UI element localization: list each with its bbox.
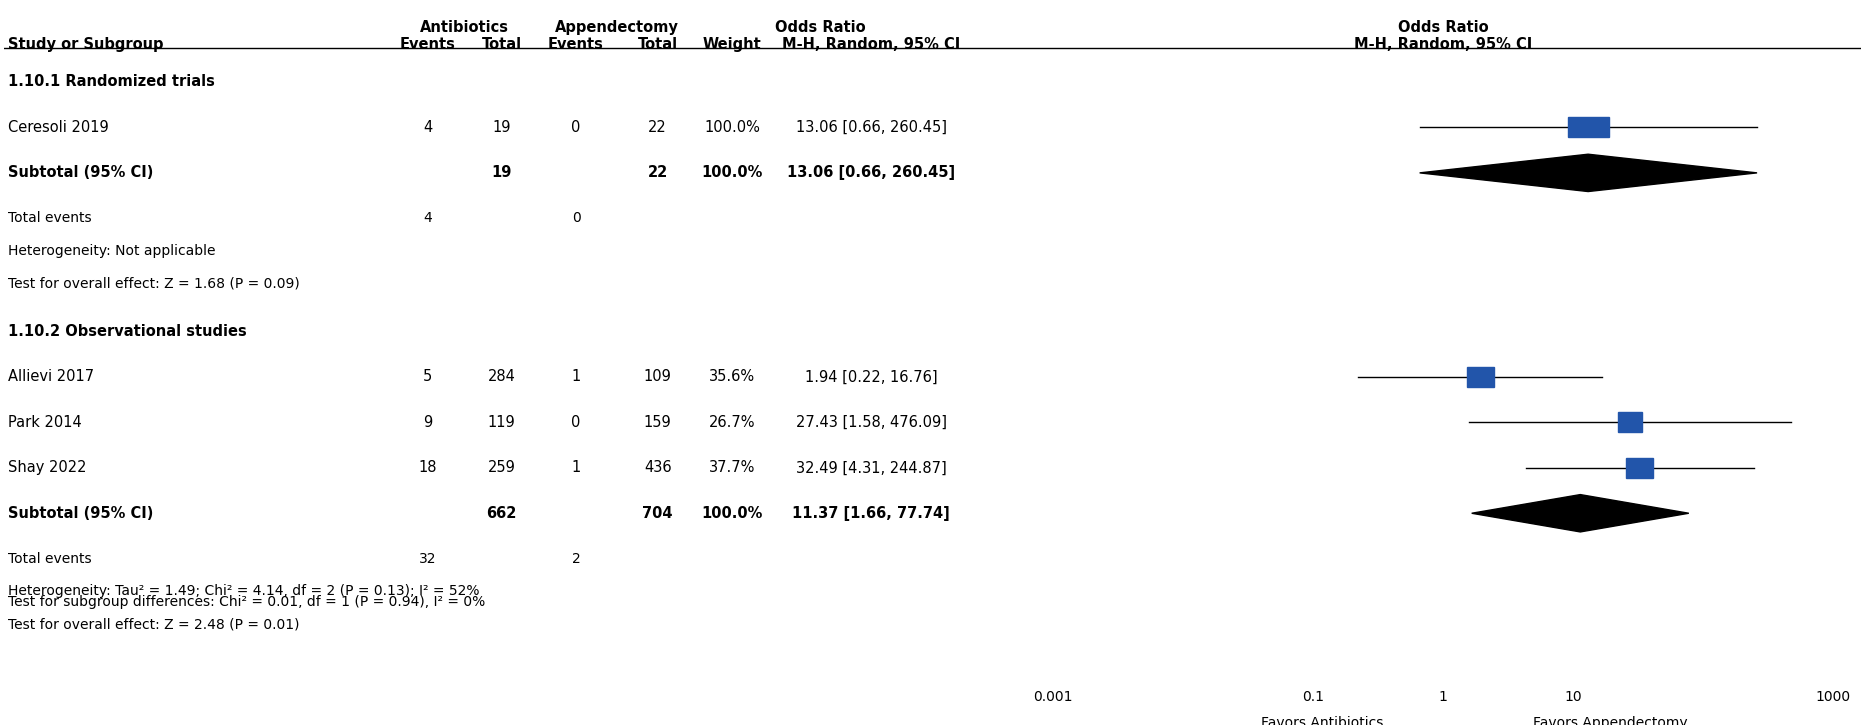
Text: Test for subgroup differences: Chi² = 0.01, df = 1 (P = 0.94), I² = 0%: Test for subgroup differences: Chi² = 0.… <box>7 594 485 609</box>
Text: 2: 2 <box>572 552 580 566</box>
Text: 0: 0 <box>572 211 580 225</box>
Text: 19: 19 <box>492 165 511 181</box>
Polygon shape <box>1419 154 1756 191</box>
Text: Test for overall effect: Z = 1.68 (P = 0.09): Test for overall effect: Z = 1.68 (P = 0… <box>7 277 300 291</box>
Text: 22: 22 <box>649 120 667 135</box>
Bar <box>1467 367 1493 387</box>
Text: 37.7%: 37.7% <box>708 460 755 476</box>
Text: 436: 436 <box>643 460 671 476</box>
Text: Antibiotics: Antibiotics <box>419 20 509 35</box>
Text: 35.6%: 35.6% <box>708 370 755 384</box>
Text: 27.43 [1.58, 476.09]: 27.43 [1.58, 476.09] <box>796 415 947 430</box>
Text: 26.7%: 26.7% <box>708 415 755 430</box>
Text: Events: Events <box>399 36 455 51</box>
Text: Total events: Total events <box>7 552 91 566</box>
Text: Favors Appendectomy: Favors Appendectomy <box>1532 716 1687 725</box>
Text: 100.0%: 100.0% <box>705 120 759 135</box>
Text: 109: 109 <box>643 370 671 384</box>
Text: Shay 2022: Shay 2022 <box>7 460 86 476</box>
Text: Favors Antibiotics: Favors Antibiotics <box>1260 716 1383 725</box>
Text: 704: 704 <box>641 506 673 521</box>
Bar <box>1616 413 1642 432</box>
Text: 10: 10 <box>1564 690 1581 704</box>
Text: Heterogeneity: Tau² = 1.49; Chi² = 4.14, df = 2 (P = 0.13); I² = 52%: Heterogeneity: Tau² = 1.49; Chi² = 4.14,… <box>7 584 479 598</box>
Text: Heterogeneity: Not applicable: Heterogeneity: Not applicable <box>7 244 214 258</box>
Text: 0: 0 <box>570 120 580 135</box>
Text: 32: 32 <box>419 552 436 566</box>
Text: 18: 18 <box>418 460 436 476</box>
Text: Subtotal (95% CI): Subtotal (95% CI) <box>7 165 153 181</box>
Text: Weight: Weight <box>703 36 761 51</box>
Bar <box>1625 458 1652 478</box>
Text: Odds Ratio: Odds Ratio <box>774 20 865 35</box>
Text: Park 2014: Park 2014 <box>7 415 82 430</box>
Text: Subtotal (95% CI): Subtotal (95% CI) <box>7 506 153 521</box>
Text: 0: 0 <box>570 415 580 430</box>
Text: 1.94 [0.22, 16.76]: 1.94 [0.22, 16.76] <box>805 370 938 384</box>
Text: 1: 1 <box>1437 690 1446 704</box>
Text: Odds Ratio: Odds Ratio <box>1396 20 1487 35</box>
Bar <box>1568 117 1607 138</box>
Text: 9: 9 <box>423 415 432 430</box>
Text: 4: 4 <box>423 120 432 135</box>
Text: Total events: Total events <box>7 211 91 225</box>
Text: M-H, Random, 95% CI: M-H, Random, 95% CI <box>781 36 960 51</box>
Text: 4: 4 <box>423 211 432 225</box>
Text: Appendectomy: Appendectomy <box>555 20 678 35</box>
Text: 13.06 [0.66, 260.45]: 13.06 [0.66, 260.45] <box>787 165 954 181</box>
Text: 1000: 1000 <box>1814 690 1849 704</box>
Text: 32.49 [4.31, 244.87]: 32.49 [4.31, 244.87] <box>796 460 947 476</box>
Polygon shape <box>1471 494 1689 532</box>
Text: Allievi 2017: Allievi 2017 <box>7 370 93 384</box>
Text: 13.06 [0.66, 260.45]: 13.06 [0.66, 260.45] <box>796 120 947 135</box>
Text: 1.10.2 Observational studies: 1.10.2 Observational studies <box>7 324 246 339</box>
Text: 100.0%: 100.0% <box>701 506 762 521</box>
Text: 1: 1 <box>570 460 580 476</box>
Text: 1.10.1 Randomized trials: 1.10.1 Randomized trials <box>7 75 214 89</box>
Text: M-H, Random, 95% CI: M-H, Random, 95% CI <box>1353 36 1532 51</box>
Text: 284: 284 <box>488 370 516 384</box>
Text: 0.001: 0.001 <box>1033 690 1072 704</box>
Text: 11.37 [1.66, 77.74]: 11.37 [1.66, 77.74] <box>792 506 949 521</box>
Text: 662: 662 <box>487 506 516 521</box>
Text: 159: 159 <box>643 415 671 430</box>
Text: Ceresoli 2019: Ceresoli 2019 <box>7 120 108 135</box>
Text: Events: Events <box>548 36 604 51</box>
Text: 119: 119 <box>488 415 514 430</box>
Text: 100.0%: 100.0% <box>701 165 762 181</box>
Text: Total: Total <box>481 36 522 51</box>
Text: 19: 19 <box>492 120 511 135</box>
Text: 22: 22 <box>647 165 667 181</box>
Text: 5: 5 <box>423 370 432 384</box>
Text: Study or Subgroup: Study or Subgroup <box>7 36 164 51</box>
Text: Total: Total <box>637 36 677 51</box>
Text: 0.1: 0.1 <box>1301 690 1323 704</box>
Text: 1: 1 <box>570 370 580 384</box>
Text: 259: 259 <box>488 460 516 476</box>
Text: Test for overall effect: Z = 2.48 (P = 0.01): Test for overall effect: Z = 2.48 (P = 0… <box>7 617 300 631</box>
